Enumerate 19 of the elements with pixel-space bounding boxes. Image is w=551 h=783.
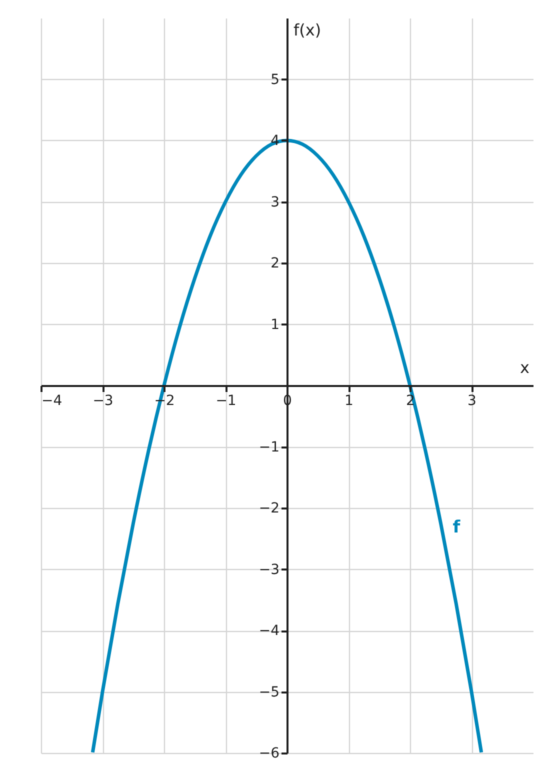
y-tick-label: −1 bbox=[258, 439, 280, 456]
series-label: f bbox=[452, 517, 461, 538]
y-tick-label: −6 bbox=[258, 746, 280, 762]
y-tick-label: −2 bbox=[258, 500, 280, 516]
y-tick-label: 4 bbox=[270, 133, 280, 149]
y-tick-label: −4 bbox=[258, 623, 280, 639]
y-tick-label: −3 bbox=[258, 562, 280, 578]
y-tick-label: 5 bbox=[270, 72, 280, 88]
x-axis-title: x bbox=[520, 358, 530, 377]
x-tick-label: 1 bbox=[344, 393, 354, 409]
y-tick-label: 3 bbox=[270, 194, 280, 210]
y-tick-label: 2 bbox=[270, 256, 280, 272]
x-tick-label: 3 bbox=[468, 393, 476, 409]
x-tick-label: −4 bbox=[42, 393, 62, 409]
y-axis-title: f(x) bbox=[294, 20, 322, 40]
y-tick-label: 1 bbox=[270, 316, 280, 333]
x-tick-label: −1 bbox=[216, 393, 236, 409]
y-tick-label: −5 bbox=[258, 684, 280, 700]
x-tick-label: −3 bbox=[92, 393, 114, 409]
